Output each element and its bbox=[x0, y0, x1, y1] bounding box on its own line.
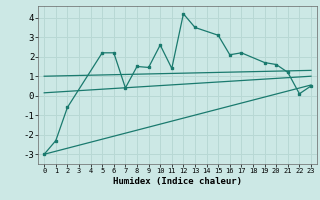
X-axis label: Humidex (Indice chaleur): Humidex (Indice chaleur) bbox=[113, 177, 242, 186]
